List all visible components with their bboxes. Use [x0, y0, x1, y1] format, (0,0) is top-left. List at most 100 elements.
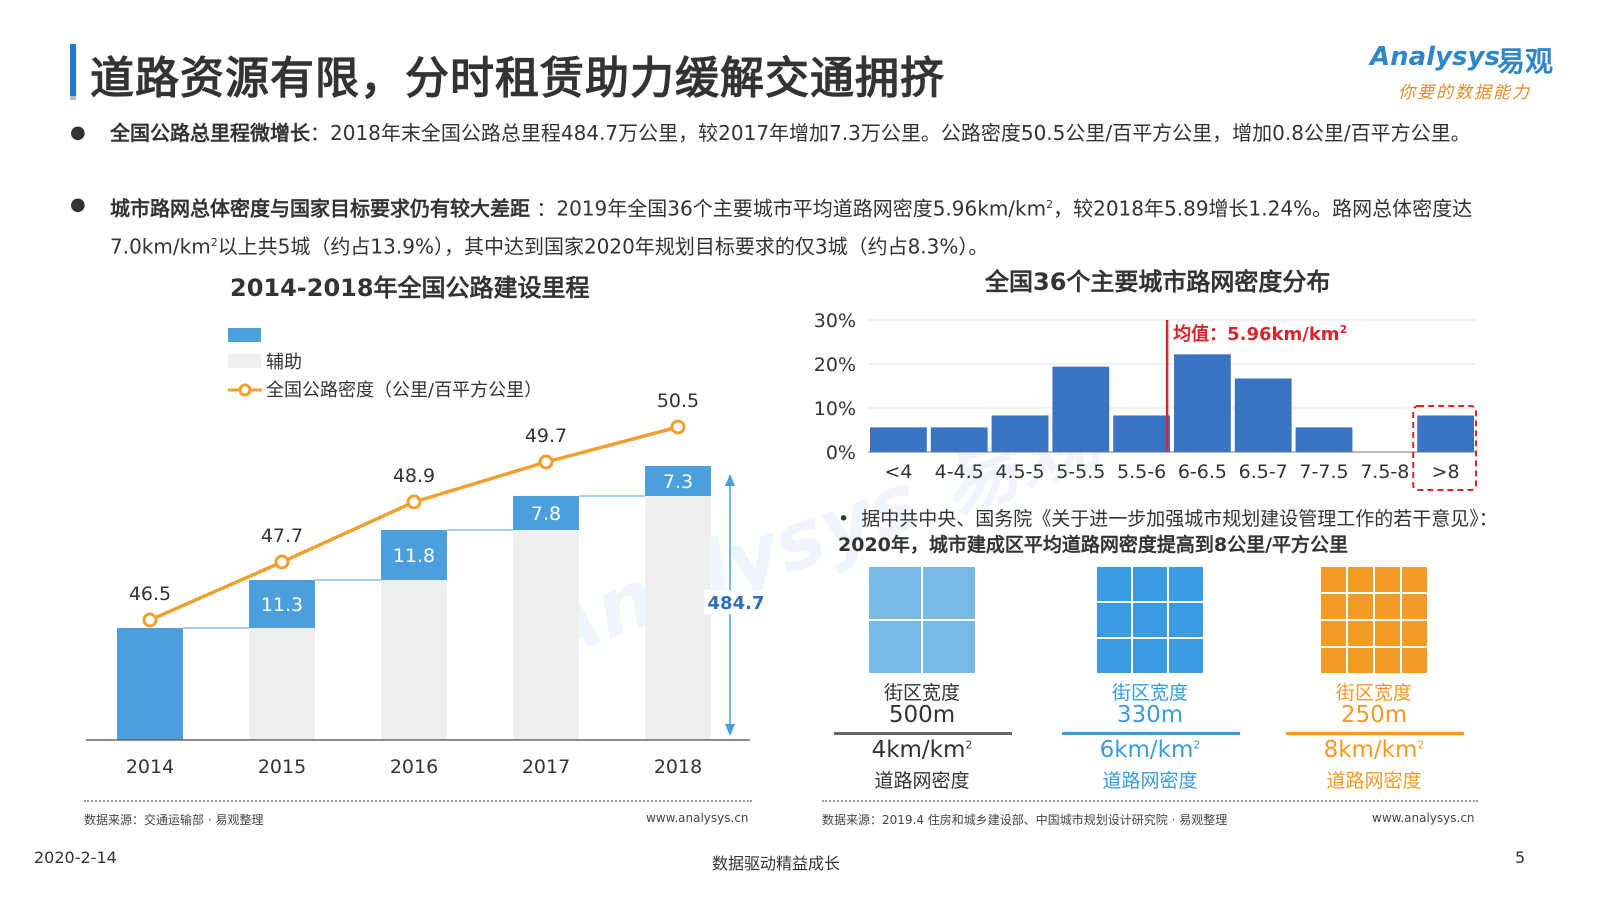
right-chart-title: 全国36个主要城市路网密度分布	[985, 268, 1331, 296]
total-arrow-head-down	[725, 724, 735, 736]
hist-x-tick-4: 5.5-6	[1117, 461, 1166, 483]
grid-cell	[1097, 567, 1131, 601]
bar-2014-total	[117, 628, 183, 740]
grid-cell	[1348, 567, 1373, 592]
left-source: 数据来源：交通运输部 · 易观整理	[84, 813, 264, 827]
grid-cell	[1402, 621, 1427, 646]
note-bullet: •	[838, 508, 862, 530]
label-density-2018: 50.5	[657, 390, 699, 412]
bullet-dot: ●	[70, 122, 86, 143]
grid-cell	[1169, 567, 1203, 601]
grid-cell	[1348, 621, 1373, 646]
total-arrow-head-up	[725, 474, 735, 486]
grid-2-density-sup: 2	[1417, 738, 1425, 752]
grid-1-density-sup: 2	[1193, 738, 1201, 752]
grid-0-density-value: 4km/km	[871, 737, 966, 763]
right-chart: 0% 10% 20% 30% <4 4-4.5 4.5-5 5-5.5 5.5-6 6-6.5 6.…	[814, 310, 1478, 491]
footer-slogan: 数据驱动精益成长	[712, 854, 841, 873]
legend-label-aux: 辅助	[266, 352, 302, 373]
hist-bar-4	[1113, 415, 1170, 452]
bar-label-2016: 11.8	[393, 545, 435, 567]
grid-cell	[1169, 603, 1203, 637]
bullet-2-sup-a: 2	[1046, 198, 1054, 211]
bullet-2-sup-b: 2	[210, 235, 218, 249]
y-tick-2: 20%	[814, 354, 856, 376]
point-density-2016	[406, 494, 422, 510]
grid-1-label: 街区宽度	[1111, 682, 1188, 704]
bar-aux-2018	[645, 496, 711, 740]
hist-x-tick-6: 6.5-7	[1239, 461, 1288, 483]
x-tick-2018: 2018	[654, 756, 702, 778]
footer-date: 2020-2-14	[34, 848, 117, 867]
note-bold: 2020年，城市建成区平均道路网密度提高到8公里/平方公里	[838, 534, 1349, 556]
hist-x-tick-0: <4	[884, 461, 912, 483]
page-title: 道路资源有限，分时租赁助力缓解交通拥挤	[90, 53, 945, 104]
grid-cell	[1375, 648, 1400, 673]
right-source-url: www.analysys.cn	[1372, 811, 1475, 825]
x-tick-2015: 2015	[258, 756, 306, 778]
point-density-2015	[274, 554, 290, 570]
bullet-2: ● 城市路网总体密度与国家目标要求仍有较大差距 ：2019年全国36个主要城市平…	[70, 188, 1530, 263]
right-source: 数据来源：2019.4 住房和城乡建设部、中国城市规划设计研究院 · 易观整理	[822, 813, 1228, 827]
bar-label-2017: 7.8	[531, 503, 561, 525]
legend-swatch-aux	[228, 354, 261, 368]
logo-cn: 易观	[1497, 45, 1554, 78]
grid-cell	[1321, 648, 1346, 673]
grid-2-density-value: 8km/km	[1323, 737, 1418, 763]
x-tick-2014: 2014	[126, 756, 174, 778]
grid-2-divider	[1286, 732, 1464, 735]
logo-slogan: 你要的数据能力	[1398, 83, 1531, 103]
label-density-2016: 48.9	[393, 465, 435, 487]
bullet-2-bold: 城市路网总体密度与国家目标要求仍有较大差距	[110, 196, 530, 221]
x-tick-2017: 2017	[522, 756, 570, 778]
y-tick-3: 30%	[814, 310, 856, 332]
title-accent-bar	[70, 44, 76, 96]
hist-bar-9	[1417, 415, 1474, 452]
bar-aux-2017	[513, 530, 579, 740]
grid-1-density-label: 道路网密度	[1102, 770, 1198, 792]
grid-cell	[1402, 594, 1427, 619]
hist-x-tick-9: >8	[1432, 461, 1460, 483]
total-label: 484.7	[708, 593, 765, 614]
bullet-2-text-c: 以上共5城（约占13.9%），其中达到国家2020年规划目标要求的仅3城（约占8…	[217, 234, 989, 259]
grid-2-density-label: 道路网密度	[1326, 770, 1422, 792]
grid-2-width: 250m	[1340, 702, 1408, 728]
point-density-2018	[670, 419, 686, 435]
grid-cell	[1348, 648, 1373, 673]
hist-x-tick-3: 5-5.5	[1056, 461, 1105, 483]
grid-2-density: 8km/km2	[1264, 737, 1484, 763]
grid-cell	[869, 567, 921, 619]
mean-label: 均值：5.96km/km2	[1173, 323, 1347, 345]
grid-cell	[1097, 603, 1131, 637]
label-density-2017: 49.7	[525, 425, 567, 447]
legend-marker-line	[238, 383, 252, 397]
grid-cell	[1321, 594, 1346, 619]
y-tick-1: 10%	[814, 398, 856, 420]
left-source-divider	[84, 800, 752, 802]
bullet-dot: ●	[70, 194, 86, 215]
bullet-1-text: ：2018年末全国公路总里程484.7万公里，较2017年增加7.3万公里。公路…	[310, 121, 1471, 145]
hist-bar-5	[1174, 354, 1231, 452]
grid-0-divider	[834, 732, 1012, 735]
legend-swatch-increase	[228, 328, 261, 342]
grid-cell	[1133, 639, 1167, 673]
hist-bar-6	[1234, 378, 1292, 452]
bullet-1-bold: 全国公路总里程微增长	[110, 121, 310, 145]
grid-cell	[1321, 621, 1346, 646]
grid-0-density-sup: 2	[965, 738, 973, 752]
grid-1-width: 330m	[1116, 702, 1184, 728]
grid-cell	[1402, 567, 1427, 592]
grid-cell	[1133, 603, 1167, 637]
grid-cell	[1133, 567, 1167, 601]
grid-block-2	[1321, 567, 1427, 673]
bullet-1: ● 全国公路总里程微增长：2018年末全国公路总里程484.7万公里，较2017…	[70, 116, 1530, 150]
grid-0-density-label: 道路网密度	[874, 770, 970, 792]
grid-cell	[1402, 648, 1427, 673]
grid-2-label: 街区宽度	[1335, 682, 1412, 704]
hist-bar-1	[930, 427, 988, 452]
bar-label-2018: 7.3	[663, 471, 693, 493]
grid-cell	[1375, 621, 1400, 646]
legend-label-line: 全国公路密度（公里/百平方公里）	[266, 380, 542, 401]
grid-0-width: 500m	[888, 702, 956, 728]
bar-label-2015: 11.3	[261, 594, 303, 616]
